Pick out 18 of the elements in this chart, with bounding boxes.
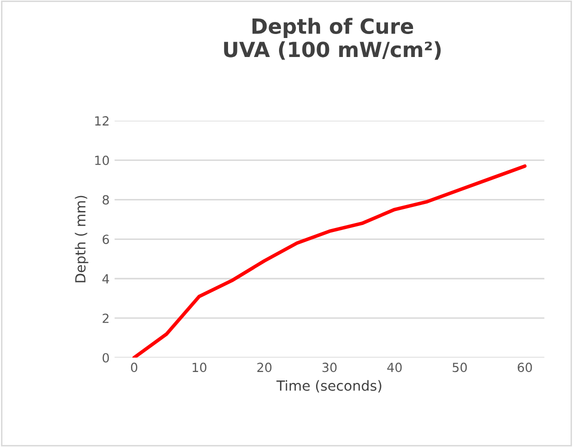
y-tick-label: 4 <box>102 274 110 284</box>
chart-title: Depth of Cure UVA (100 mW/cm²) <box>224 18 441 60</box>
y-axis-title: Depth ( mm) <box>74 196 88 282</box>
line-series <box>132 164 527 358</box>
y-tick-label: 10 <box>95 156 109 166</box>
y-tick-label: 12 <box>95 116 108 126</box>
y-tick-label: 0 <box>102 353 109 363</box>
x-axis-title: Time (seconds) <box>276 380 382 392</box>
x-tick-label: 50 <box>452 362 467 372</box>
x-tick-label: 10 <box>192 362 206 372</box>
x-tick-label: 60 <box>518 362 532 372</box>
x-tick-label: 20 <box>257 362 272 372</box>
x-tick-label: 40 <box>387 362 402 372</box>
x-tick-label: 30 <box>322 362 337 372</box>
x-tick-label: 0 <box>130 362 138 372</box>
y-tick-label: 2 <box>102 314 108 323</box>
y-tick-label: 8 <box>102 195 109 205</box>
y-tick-label: 6 <box>102 234 109 244</box>
